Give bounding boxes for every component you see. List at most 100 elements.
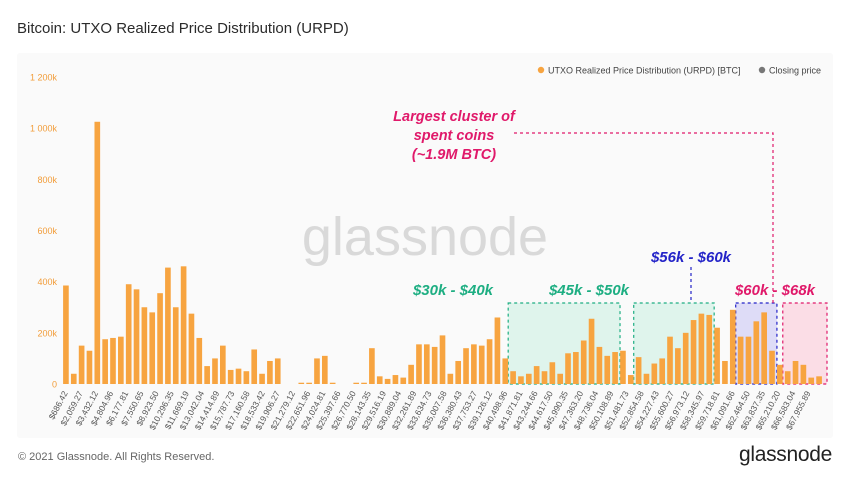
bar	[118, 336, 124, 384]
bar	[706, 314, 713, 384]
bar	[376, 376, 383, 384]
bar	[494, 317, 501, 384]
annotation-line: spent coins	[414, 128, 495, 144]
annotation-pointer	[514, 132, 774, 303]
bar	[667, 336, 673, 384]
bar	[525, 373, 532, 384]
y-tick-label: 400k	[37, 277, 57, 287]
bar	[502, 358, 509, 384]
bar	[533, 366, 540, 384]
bar	[251, 349, 258, 384]
legend-swatch-closing-price	[758, 66, 766, 74]
bar	[635, 357, 642, 384]
bar	[588, 318, 595, 384]
bar	[149, 312, 156, 384]
bar	[243, 371, 250, 384]
bar	[235, 368, 242, 384]
bar	[392, 375, 399, 384]
bar	[86, 350, 93, 384]
bar	[549, 362, 556, 384]
annotation-line: (~1.9M BTC)	[412, 147, 496, 163]
bar	[777, 364, 783, 384]
bar	[102, 339, 108, 384]
bar	[455, 360, 462, 384]
bar	[133, 289, 140, 384]
bar	[596, 346, 603, 384]
bar	[400, 377, 407, 384]
bar	[792, 360, 799, 384]
page-title: Bitcoin: UTXO Realized Price Distributio…	[17, 20, 349, 37]
bar	[565, 353, 571, 384]
bar	[125, 284, 132, 384]
y-tick-label: 200k	[37, 328, 57, 338]
bar	[745, 336, 752, 384]
bar	[643, 373, 650, 384]
bar	[369, 348, 375, 384]
bar	[63, 285, 69, 384]
bar	[714, 327, 720, 384]
copyright-footer: © 2021 Glassnode. All Rights Reserved.	[18, 451, 215, 463]
bar	[698, 313, 705, 384]
bar	[212, 358, 218, 384]
bar	[784, 371, 791, 384]
bar	[447, 373, 454, 384]
watermark: glassnode	[302, 207, 548, 267]
bar	[165, 267, 171, 384]
bar	[180, 266, 187, 384]
bar	[690, 320, 697, 384]
bar	[620, 350, 626, 384]
bar	[675, 348, 681, 384]
bar	[439, 335, 446, 384]
bar	[612, 352, 618, 384]
region-label: $56k - $60k	[650, 249, 732, 266]
bar	[157, 293, 163, 384]
highlight-regions	[507, 302, 828, 385]
bar	[431, 346, 438, 384]
bar	[267, 360, 273, 384]
bar	[172, 307, 179, 384]
x-axis: $686.42$2,059.27$3,432.12$4,804.96$6,177…	[47, 389, 813, 431]
bar	[769, 350, 775, 384]
bar	[753, 321, 760, 384]
bar	[557, 373, 564, 384]
glassnode-logo[interactable]: glassnode	[738, 443, 832, 466]
bar	[478, 345, 485, 384]
bar	[408, 364, 414, 384]
bar	[808, 377, 815, 384]
bar	[321, 355, 328, 384]
annotation-largest-cluster: Largest cluster of spent coins (~1.9M BTC)	[393, 109, 517, 163]
bar	[541, 371, 548, 384]
bar	[227, 369, 234, 384]
bar	[314, 358, 320, 384]
bar	[353, 382, 360, 384]
bar	[659, 358, 665, 384]
bar	[486, 339, 493, 384]
legend: UTXO Realized Price Distribution (URPD) …	[537, 66, 821, 76]
bar	[274, 358, 281, 384]
bar	[141, 307, 148, 384]
bar-series	[63, 121, 822, 384]
bar	[70, 373, 77, 384]
bar	[423, 344, 430, 384]
bar	[298, 382, 305, 384]
legend-label-urpd: UTXO Realized Price Distribution (URPD) …	[548, 66, 741, 76]
bar	[361, 382, 367, 384]
y-axis: 0 200k 400k 600k 800k 1 000k 1 200k	[30, 73, 58, 390]
bar	[518, 376, 524, 384]
bar	[329, 382, 336, 384]
annotations: Largest cluster of spent coins (~1.9M BTC)…	[393, 109, 816, 303]
bar	[627, 375, 634, 384]
bar	[188, 313, 195, 384]
bar	[110, 337, 116, 384]
region-label: $30k - $40k	[412, 282, 494, 299]
y-tick-label: 0	[52, 380, 57, 390]
bar	[463, 348, 469, 384]
bar	[722, 360, 728, 384]
bar	[737, 336, 744, 384]
bar	[220, 345, 226, 384]
bar	[259, 373, 265, 384]
bar	[800, 364, 807, 384]
bar	[384, 378, 391, 384]
bar	[573, 352, 579, 384]
